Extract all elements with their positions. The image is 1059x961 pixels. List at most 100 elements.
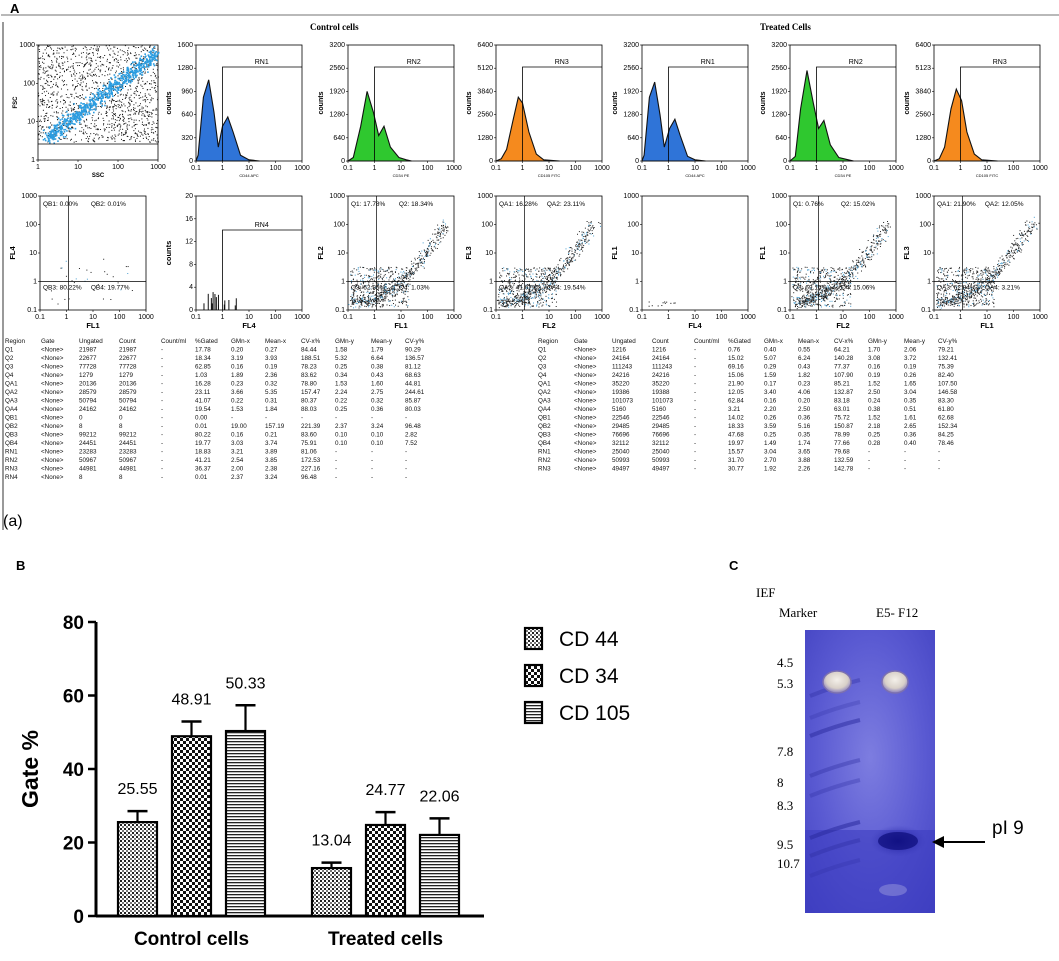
histogram-ytick: 2560 bbox=[623, 65, 639, 72]
bar-cd34 bbox=[172, 736, 211, 916]
table-cell: 19388 bbox=[652, 389, 670, 396]
table-cell: 76696 bbox=[612, 432, 630, 439]
table-cell: 2.18 bbox=[868, 423, 881, 430]
table-cell: 3.66 bbox=[231, 389, 244, 396]
dotplot-ylabel: FL1 bbox=[610, 246, 619, 259]
table-cell: <None> bbox=[41, 415, 64, 422]
histogram-ylabel: counts bbox=[760, 91, 767, 114]
quadrant-br: QA4: 19.54% bbox=[547, 285, 586, 292]
table-cell: RN3 bbox=[538, 466, 551, 473]
table-cell: QA3 bbox=[538, 398, 551, 405]
table-cell: 23283 bbox=[119, 449, 137, 456]
table-cell: 2.37 bbox=[335, 423, 348, 430]
table-cell: Q4 bbox=[5, 372, 14, 379]
table-cell: 85.21 bbox=[834, 381, 850, 388]
table-cell: 0.20 bbox=[798, 398, 811, 405]
table-cell: - bbox=[161, 415, 163, 422]
table-cell: 1.61 bbox=[904, 415, 917, 422]
table-cell: 3.89 bbox=[265, 449, 278, 456]
dotplot-ytick: 0.1 bbox=[335, 307, 345, 314]
histogram-marker: RN3 bbox=[555, 59, 569, 66]
histogram-xtick: 0.1 bbox=[491, 165, 501, 172]
table-cell: - bbox=[161, 466, 163, 473]
table-cell: 107.50 bbox=[938, 381, 958, 388]
panel-c-label: C bbox=[729, 558, 739, 573]
table-cell: - bbox=[904, 466, 906, 473]
scatter-ytick: 1000 bbox=[19, 42, 35, 49]
sample-well bbox=[882, 671, 908, 693]
table-cell: 0.27 bbox=[265, 347, 278, 354]
histogram-xtick: 1 bbox=[815, 165, 819, 172]
table-cell: - bbox=[694, 449, 696, 456]
table-cell: 0.51 bbox=[904, 406, 917, 413]
histogram-ytick: 0 bbox=[783, 158, 787, 165]
dotplot-xtick: 10 bbox=[983, 314, 991, 321]
table-cell: 21.90 bbox=[728, 381, 744, 388]
table-cell: 96.48 bbox=[301, 474, 317, 481]
table-cell: - bbox=[694, 406, 696, 413]
table-cell: - bbox=[161, 347, 163, 354]
table-cell: 0.23 bbox=[798, 381, 811, 388]
histogram-ytick: 640 bbox=[775, 135, 787, 142]
table-cell: 0.36 bbox=[798, 415, 811, 422]
table-cell: 83.62 bbox=[301, 372, 317, 379]
table-cell: - bbox=[405, 415, 407, 422]
table-cell: 146.58 bbox=[938, 389, 958, 396]
histogram-ytick: 320 bbox=[181, 135, 193, 142]
histogram-ytick: 3200 bbox=[771, 42, 787, 49]
table-cell: 18.34 bbox=[195, 355, 211, 362]
dotplot-xtick: 1 bbox=[667, 314, 671, 321]
scatter-xtick: 1 bbox=[36, 164, 40, 171]
table-cell: 35220 bbox=[612, 381, 630, 388]
table-header: Mean-x bbox=[265, 338, 287, 345]
table-cell: 68.63 bbox=[405, 372, 421, 379]
table-cell: 47.68 bbox=[728, 432, 744, 439]
quadrant-bl: QB3: 80.22% bbox=[43, 285, 82, 292]
table-cell: <None> bbox=[574, 432, 597, 439]
table-cell: 80.37 bbox=[301, 398, 317, 405]
table-cell: 0.40 bbox=[764, 347, 777, 354]
table-cell: <None> bbox=[41, 347, 64, 354]
table-cell: 24451 bbox=[119, 440, 137, 447]
table-cell: 1.03 bbox=[195, 372, 208, 379]
table-cell: Q1 bbox=[538, 347, 547, 354]
dotplot-xtick: 10 bbox=[839, 314, 847, 321]
table-cell: QA1 bbox=[5, 381, 18, 388]
dotplot-xtick: 1000 bbox=[594, 314, 610, 321]
dotplot-xtick: 0.1 bbox=[491, 314, 501, 321]
dotplot-1: QB1: 0.00%QB2: 0.01%QB3: 80.22%QB4: 19.7… bbox=[8, 193, 154, 330]
dotplot-ytick: 0.1 bbox=[921, 307, 931, 314]
table-cell: 30.77 bbox=[728, 466, 744, 473]
histogram-xtick: 1 bbox=[959, 165, 963, 172]
dotplot-ytick: 16 bbox=[185, 216, 193, 223]
table-cell: 50794 bbox=[119, 398, 137, 405]
dotplot-ytick: 8 bbox=[189, 261, 193, 268]
histogram-ytick: 2560 bbox=[477, 112, 493, 119]
ief-title: IEF bbox=[756, 585, 776, 600]
table-cell: 0.35 bbox=[798, 432, 811, 439]
table-cell: 3.85 bbox=[265, 457, 278, 464]
table-cell: 1279 bbox=[119, 372, 134, 379]
table-cell: - bbox=[335, 415, 337, 422]
dotplot-ytick: 100 bbox=[481, 222, 493, 229]
table-cell: 2.06 bbox=[904, 347, 917, 354]
dotplot-xtick: 100 bbox=[270, 314, 282, 321]
histogram-ylabel: counts bbox=[904, 91, 911, 114]
table-header: Ungated bbox=[612, 338, 636, 345]
table-cell: <None> bbox=[574, 347, 597, 354]
table-cell: - bbox=[694, 372, 696, 379]
quadrant-br: QA4: 3.21% bbox=[985, 285, 1020, 292]
table-cell: 29485 bbox=[612, 423, 630, 430]
table-cell: 62.68 bbox=[938, 415, 954, 422]
dotplot-ylabel: FL2 bbox=[316, 246, 325, 259]
table-cell: 1279 bbox=[79, 372, 94, 379]
table-cell: 20136 bbox=[119, 381, 137, 388]
table-cell: 0.16 bbox=[231, 364, 244, 371]
histogram-xtick: 1000 bbox=[888, 165, 904, 172]
bar-cd34 bbox=[366, 825, 405, 916]
table-cell: 15.57 bbox=[728, 449, 744, 456]
